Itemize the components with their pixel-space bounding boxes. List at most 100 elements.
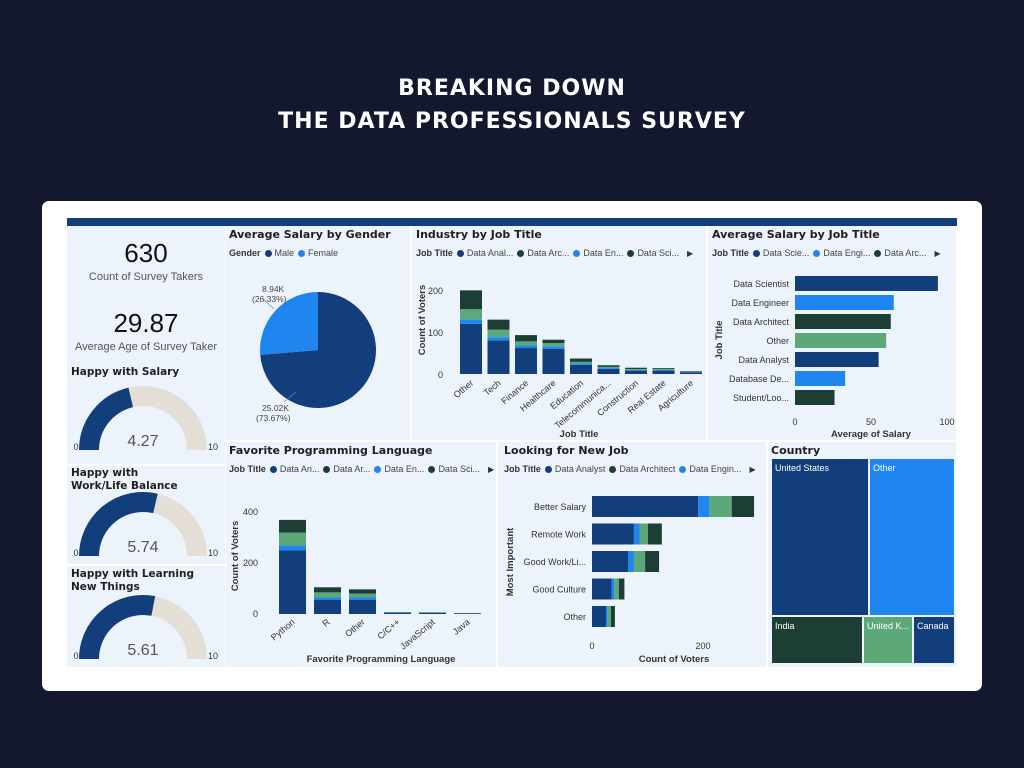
legend-next-arrow-icon-2[interactable]: ▶ [934, 248, 941, 258]
new-job-bar-2-seg-3[interactable] [645, 551, 660, 572]
industry-bar-5-seg-0[interactable] [597, 368, 620, 374]
industry-bar-3-seg-1[interactable] [542, 346, 565, 349]
legend-item-data-scientist-3[interactable]: Data Sci... [428, 464, 480, 474]
legend-item-data-analyst-4[interactable]: Data Analyst [544, 464, 605, 474]
industry-bar-3-seg-0[interactable] [542, 348, 565, 374]
industry-bar-1-seg-0[interactable] [487, 340, 510, 374]
legend-item-data-engineer-2[interactable]: Data Engi... [813, 248, 870, 258]
panel-languages[interactable] [226, 442, 496, 667]
industry-bar-5-seg-2[interactable] [597, 366, 620, 369]
industry-bar-1-seg-3[interactable] [487, 319, 510, 330]
new-job-bar-0-seg-1[interactable] [698, 496, 710, 517]
new-job-bar-4-seg-3[interactable] [611, 606, 615, 627]
industry-bar-7-seg-1[interactable] [652, 369, 675, 371]
industry-bar-6-seg-1[interactable] [625, 369, 647, 371]
legend-next-arrow-icon-3[interactable]: ▶ [487, 464, 495, 474]
treemap-other[interactable]: Other [870, 459, 954, 615]
legend-item-male[interactable]: Male [264, 248, 294, 258]
new-job-bar-2-seg-2[interactable] [633, 551, 646, 572]
new-job-bar-1-seg-0[interactable] [592, 523, 634, 545]
industry-bar-2-seg-0[interactable] [515, 348, 537, 374]
industry-bar-2-seg-2[interactable] [515, 341, 537, 346]
new-job-bar-0-seg-3[interactable] [731, 496, 755, 517]
industry-bar-6-seg-2[interactable] [625, 368, 647, 370]
industry-bar-2-seg-1[interactable] [515, 345, 537, 349]
treemap-united-states[interactable]: United States [772, 459, 868, 615]
salary-job-bar-2[interactable] [795, 314, 891, 329]
legend-item-female[interactable]: Female [298, 248, 338, 258]
new-job-bar-0-seg-2[interactable] [709, 496, 732, 517]
languages-bar-0-seg-2[interactable] [279, 532, 306, 546]
languages-bar-2-seg-3[interactable] [349, 589, 376, 594]
salary-job-bar-5[interactable] [795, 371, 846, 386]
industry-bar-6-seg-0[interactable] [625, 370, 647, 374]
languages-bar-0-seg-3[interactable] [279, 519, 306, 533]
salary-job-bar-6[interactable] [795, 390, 835, 405]
languages-bar-4-seg-0[interactable] [419, 612, 446, 614]
salary-job-bar-3[interactable] [795, 333, 887, 348]
pie-slice-female[interactable] [259, 292, 318, 355]
new-job-bar-3-seg-3[interactable] [618, 578, 625, 600]
new-job-bar-4-seg-0[interactable] [592, 606, 606, 627]
legend-item-data-engineer[interactable]: Data En... [573, 248, 623, 258]
industry-bar-5-seg-3[interactable] [597, 365, 620, 367]
legend-item-data-architect[interactable]: Data Arc... [517, 248, 569, 258]
new-job-bar-4-seg-2[interactable] [607, 606, 611, 627]
languages-bar-5-seg-0[interactable] [454, 613, 481, 614]
industry-bar-3-seg-3[interactable] [542, 339, 565, 344]
languages-bar-3-seg-0[interactable] [384, 612, 411, 614]
industry-bar-4-seg-2[interactable] [570, 361, 592, 364]
legend-item-data-engineer-4[interactable]: Data Engin... [679, 464, 741, 474]
languages-bar-0-seg-1[interactable] [279, 545, 306, 551]
legend-item-data-analyst-3[interactable]: Data An... [269, 464, 319, 474]
legend-item-data-scientist[interactable]: Data Sci... [627, 248, 679, 258]
new-job-bar-1-seg-3[interactable] [647, 523, 662, 545]
industry-bar-8-seg-0[interactable] [680, 372, 702, 374]
languages-bar-2-seg-1[interactable] [349, 597, 376, 601]
legend-item-data-architect-4[interactable]: Data Architect [609, 464, 675, 474]
industry-bar-0-seg-1[interactable] [460, 319, 482, 324]
new-job-bar-3-seg-0[interactable] [592, 578, 612, 600]
salary-job-bar-4[interactable] [795, 352, 879, 367]
industry-bar-4-seg-0[interactable] [570, 364, 592, 374]
legend-next-arrow-icon-4[interactable]: ▶ [749, 464, 756, 474]
treemap-united-kingdom[interactable]: United K... [864, 617, 912, 663]
treemap-india[interactable]: India [772, 617, 862, 663]
legend-item-data-scientist-2[interactable]: Data Scie... [752, 248, 809, 258]
languages-bar-2-seg-0[interactable] [349, 600, 376, 614]
languages-bar-0-seg-0[interactable] [279, 550, 306, 614]
new-job-bar-0-seg-0[interactable] [592, 496, 699, 517]
industry-bar-7-seg-0[interactable] [652, 370, 675, 374]
languages-bar-1-seg-2[interactable] [314, 592, 341, 598]
legend-next-arrow-icon[interactable]: ▶ [686, 248, 694, 258]
industry-bar-1-seg-1[interactable] [487, 337, 510, 341]
new-job-bar-3-seg-2[interactable] [614, 578, 619, 600]
new-job-bar-2-seg-0[interactable] [592, 551, 629, 572]
pie-slice-male[interactable] [260, 292, 376, 408]
industry-bar-5-seg-1[interactable] [597, 368, 620, 369]
industry-bar-0-seg-0[interactable] [460, 323, 482, 374]
new-job-bar-1-seg-1[interactable] [633, 523, 640, 545]
legend-item-data-engineer-3[interactable]: Data En... [374, 464, 424, 474]
legend-item-data-architect-3[interactable]: Data Ar... [323, 464, 370, 474]
new-job-bar-1-seg-2[interactable] [639, 523, 648, 545]
industry-bar-7-seg-3[interactable] [652, 368, 675, 369]
industry-bar-4-seg-3[interactable] [570, 358, 592, 362]
salary-job-bar-0[interactable] [795, 276, 938, 291]
new-job-bar-2-seg-1[interactable] [628, 551, 634, 572]
industry-bar-0-seg-3[interactable] [460, 290, 482, 310]
industry-bar-6-seg-3[interactable] [625, 367, 647, 369]
industry-bar-4-seg-1[interactable] [570, 363, 592, 365]
new-job-bar-4-seg-1[interactable] [605, 606, 608, 627]
languages-bar-1-seg-0[interactable] [314, 600, 341, 614]
industry-bar-7-seg-2[interactable] [652, 368, 675, 370]
legend-item-data-analyst[interactable]: Data Anal... [456, 248, 513, 258]
industry-bar-1-seg-2[interactable] [487, 329, 510, 338]
industry-bar-3-seg-2[interactable] [542, 343, 565, 347]
languages-bar-2-seg-2[interactable] [349, 593, 376, 598]
treemap-canada[interactable]: Canada [914, 617, 954, 663]
salary-job-bar-1[interactable] [795, 295, 894, 310]
legend-item-data-architect-2[interactable]: Data Arc... [874, 248, 926, 258]
industry-bar-0-seg-2[interactable] [460, 309, 482, 320]
new-job-bar-3-seg-1[interactable] [611, 578, 615, 600]
